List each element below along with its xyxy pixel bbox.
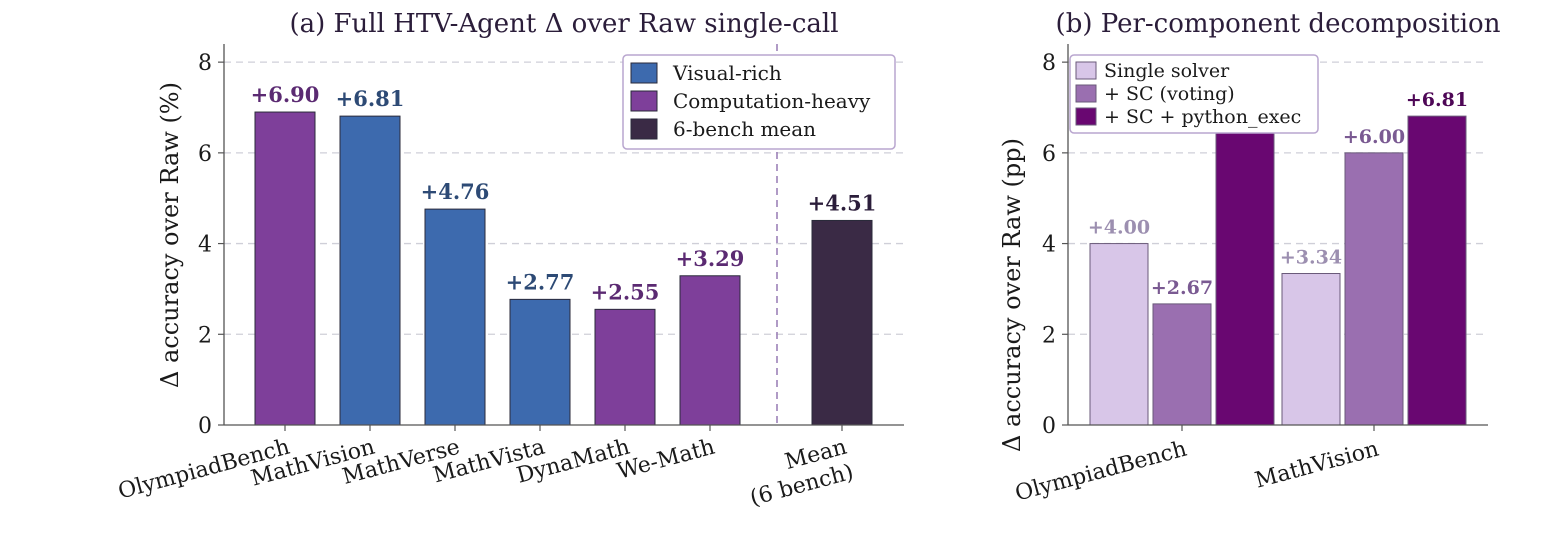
data-label: +3.29 [676,246,745,271]
panel-a-x-ticks: OlympiadBenchMathVisionMathVerseMathVist… [116,425,856,512]
y-tick-label: 0 [198,414,212,439]
panel-a-y-ticks: 0 2 4 6 8 [198,51,224,439]
bar [679,275,741,426]
y-tick-label: 8 [198,51,212,76]
legend-swatch [1075,84,1097,103]
data-label: +4.00 [1088,217,1150,239]
panel-a-axes [223,44,904,426]
bar [1344,152,1404,426]
legend-swatch [1075,107,1097,126]
x-tick-label: MathVision [1252,437,1381,494]
y-tick-label: 8 [1042,51,1056,76]
legend-frame [1069,54,1319,134]
x-tick-label: We-Math [615,435,718,485]
panel-a-legend: Visual-rich Computation-heavy 6-bench mean [622,54,896,150]
legend-swatch [630,118,658,140]
data-label: +6.81 [336,86,405,111]
y-tick-label: 6 [1042,142,1056,167]
data-label: +4.76 [421,179,490,204]
legend-label: 6-bench mean [673,117,816,141]
bar [254,111,316,426]
bar [1281,273,1341,426]
legend-label: Computation-heavy [673,89,871,113]
legend-label: Single solver [1104,60,1230,82]
data-label: +2.77 [506,269,575,294]
data-label: +6.00 [1343,126,1405,148]
y-tick-label: 0 [1042,414,1056,439]
legend-label: Visual-rich [672,61,782,85]
panel-b-legend: Single solver+ SC (voting)+ SC + python_… [1069,54,1319,134]
legend-swatch [1075,61,1097,80]
bar [424,208,486,426]
x-tick-label: OlympiadBench [1013,437,1190,507]
panel-b-y-axis-label: Δ accuracy over Raw (pp) [998,138,1026,452]
y-tick-label: 4 [1042,233,1056,258]
bar [594,308,656,426]
legend-swatch [630,90,658,112]
panel-b-chart: (b) Per-component decomposition +4.00 +2.… [998,9,1501,506]
bar [339,115,401,426]
bar [1152,303,1212,426]
y-tick-label: 4 [198,233,212,258]
bar [811,219,873,426]
legend-label: + SC + python_exec [1104,106,1301,128]
panel-b-title: (b) Per-component decomposition [1056,9,1501,39]
panel-a-y-axis-label: Δ accuracy over Raw (%) [156,82,184,388]
legend-frame [622,54,896,150]
panel-b-axes [1067,44,1488,426]
panel-a-chart: (a) Full HTV-Agent Δ over Raw single-cal… [116,9,904,511]
data-label: +6.81 [1406,89,1468,111]
data-label: +2.67 [1151,277,1213,299]
legend-label: + SC (voting) [1104,83,1235,105]
panel-b-bars [1089,111,1467,426]
y-tick-label: 2 [1042,323,1056,348]
bar [1089,243,1149,426]
panel-a-title: (a) Full HTV-Agent Δ over Raw single-cal… [289,9,838,39]
bar [1407,115,1467,426]
data-label: +4.51 [808,190,877,215]
y-tick-label: 2 [198,323,212,348]
panel-b-y-ticks: 0 2 4 6 8 [1042,51,1068,439]
x-tick-label: Mean(6 bench) [747,435,856,512]
y-tick-label: 6 [198,142,212,167]
panel-a-value-labels: +6.90 +6.81 +4.76 +2.77 +2.55 +3.29 +4.51 [251,82,877,304]
data-label: +6.90 [251,82,320,107]
data-label: +3.34 [1280,247,1342,269]
legend-swatch [630,62,658,84]
x-tick-text: We-Math [615,435,718,485]
bar [509,298,571,426]
data-label: +2.55 [591,279,660,304]
bar [1215,111,1275,426]
panel-b-x-ticks: OlympiadBench MathVision [1013,425,1382,506]
